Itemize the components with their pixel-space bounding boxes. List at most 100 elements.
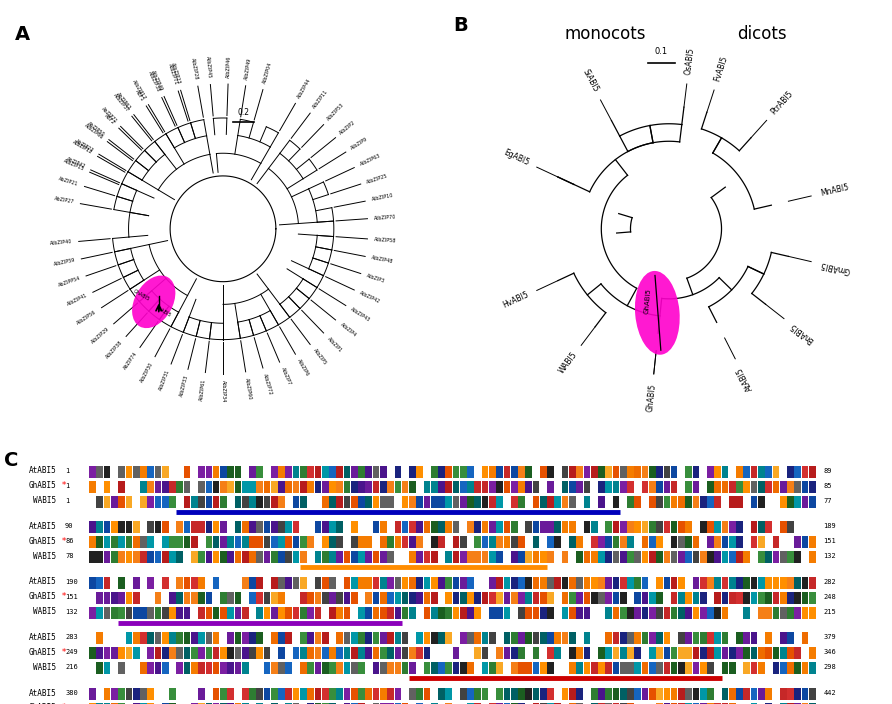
Bar: [649, 632, 656, 644]
Bar: [147, 607, 154, 619]
Bar: [657, 591, 663, 603]
Bar: [336, 662, 343, 674]
Bar: [103, 647, 111, 659]
Bar: [169, 481, 176, 493]
Bar: [736, 647, 743, 659]
Bar: [664, 551, 670, 563]
Bar: [504, 577, 510, 589]
Bar: [343, 607, 351, 619]
Bar: [322, 466, 328, 478]
Bar: [583, 632, 591, 644]
Bar: [264, 647, 270, 659]
Bar: [787, 688, 794, 700]
Bar: [795, 466, 801, 478]
Bar: [787, 577, 794, 589]
Bar: [641, 577, 648, 589]
Bar: [700, 577, 706, 589]
Bar: [453, 551, 459, 563]
Bar: [271, 551, 277, 563]
Bar: [765, 577, 772, 589]
Bar: [445, 632, 452, 644]
Bar: [729, 688, 736, 700]
Bar: [714, 536, 721, 548]
Bar: [599, 703, 605, 704]
Bar: [627, 662, 634, 674]
Bar: [177, 481, 183, 493]
Bar: [606, 703, 612, 704]
Bar: [417, 647, 423, 659]
Bar: [271, 536, 277, 548]
Bar: [599, 496, 605, 508]
Bar: [198, 466, 205, 478]
Bar: [329, 536, 335, 548]
Bar: [438, 496, 445, 508]
Bar: [89, 521, 95, 533]
Text: ABF1: ABF1: [134, 89, 145, 102]
Bar: [787, 703, 794, 704]
Bar: [387, 703, 394, 704]
Bar: [119, 662, 125, 674]
Bar: [641, 521, 648, 533]
Bar: [627, 607, 634, 619]
Bar: [787, 662, 794, 674]
Bar: [496, 591, 503, 603]
Bar: [765, 551, 772, 563]
Bar: [198, 632, 205, 644]
Bar: [569, 577, 575, 589]
Bar: [235, 703, 241, 704]
Bar: [424, 521, 430, 533]
Bar: [184, 496, 190, 508]
Text: AtbZIP41: AtbZIP41: [66, 293, 88, 307]
Bar: [213, 647, 219, 659]
Bar: [518, 647, 524, 659]
Bar: [496, 703, 503, 704]
Bar: [140, 703, 147, 704]
Bar: [154, 521, 161, 533]
Bar: [634, 662, 641, 674]
Bar: [802, 466, 808, 478]
Bar: [504, 607, 510, 619]
Bar: [424, 551, 430, 563]
Bar: [103, 688, 111, 700]
Bar: [758, 551, 764, 563]
Bar: [613, 521, 619, 533]
Bar: [533, 591, 540, 603]
Text: GhABI5: GhABI5: [29, 592, 56, 601]
Bar: [343, 551, 351, 563]
Bar: [103, 521, 111, 533]
Bar: [657, 577, 663, 589]
Text: AtbZIP7: AtbZIP7: [280, 367, 292, 386]
Bar: [627, 521, 634, 533]
Bar: [322, 481, 328, 493]
Bar: [249, 466, 256, 478]
Bar: [307, 688, 314, 700]
Bar: [198, 703, 205, 704]
Bar: [162, 703, 169, 704]
Bar: [300, 496, 307, 508]
Bar: [613, 536, 619, 548]
Bar: [802, 591, 808, 603]
Bar: [169, 551, 176, 563]
Bar: [562, 521, 568, 533]
Bar: [591, 466, 598, 478]
Bar: [743, 577, 750, 589]
Bar: [307, 662, 314, 674]
Bar: [780, 521, 787, 533]
Bar: [96, 496, 103, 508]
Bar: [795, 496, 801, 508]
Bar: [242, 496, 249, 508]
Bar: [242, 481, 249, 493]
Bar: [242, 577, 249, 589]
Bar: [394, 662, 401, 674]
Bar: [482, 521, 489, 533]
Bar: [89, 607, 95, 619]
Bar: [707, 577, 714, 589]
Bar: [366, 647, 372, 659]
Bar: [213, 521, 219, 533]
Bar: [380, 662, 386, 674]
Bar: [380, 577, 386, 589]
Text: GmABI5: GmABI5: [819, 259, 851, 275]
Bar: [285, 703, 293, 704]
Bar: [504, 647, 510, 659]
Bar: [169, 647, 176, 659]
